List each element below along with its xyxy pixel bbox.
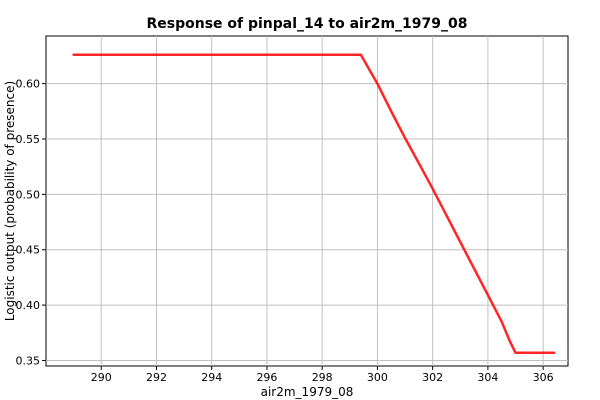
grid xyxy=(46,36,568,366)
x-tick-label: 290 xyxy=(91,371,112,384)
ticks: 290 292 294 296 298 300 302 304 306 0.35 0.40 0.45 0… xyxy=(16,78,554,384)
x-tick-label: 306 xyxy=(533,371,554,384)
plot-area xyxy=(45,35,569,367)
x-tick-label: 298 xyxy=(312,371,333,384)
y-tick-label: 0.35 xyxy=(16,354,41,367)
y-axis-label: Logistic output (probability of presence… xyxy=(3,81,17,321)
y-tick-label: 0.45 xyxy=(16,244,41,257)
y-tick-label: 0.60 xyxy=(16,78,41,91)
series-lines xyxy=(72,53,556,354)
x-tick-label: 300 xyxy=(367,371,388,384)
x-tick-label: 304 xyxy=(477,371,498,384)
chart-title: Response of pinpal_14 to air2m_1979_08 xyxy=(146,16,467,32)
x-tick-label: 296 xyxy=(256,371,277,384)
x-tick-label: 294 xyxy=(201,371,222,384)
y-tick-label: 0.55 xyxy=(16,133,41,146)
x-tick-label: 302 xyxy=(422,371,443,384)
y-tick-label: 0.40 xyxy=(16,299,41,312)
x-tick-label: 292 xyxy=(146,371,167,384)
series-line xyxy=(72,53,556,354)
x-axis-label: air2m_1979_08 xyxy=(261,385,354,399)
y-tick-label: 0.50 xyxy=(16,188,41,201)
